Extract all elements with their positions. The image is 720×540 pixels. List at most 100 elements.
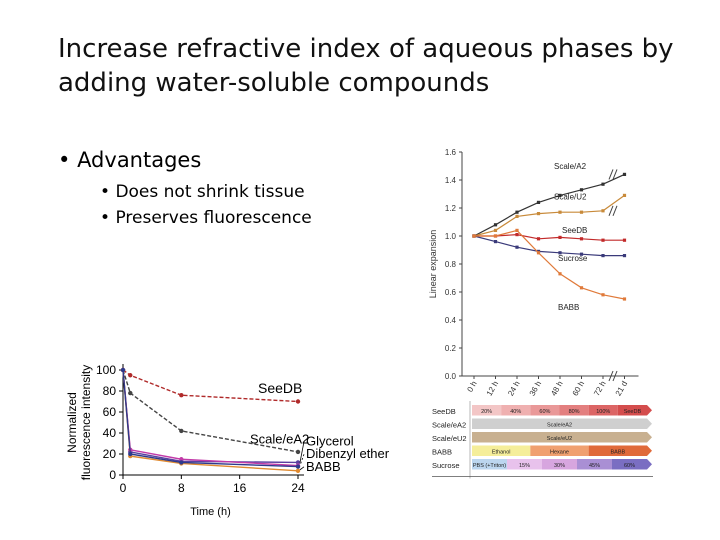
- y-tick-label: 40: [103, 426, 117, 440]
- data-point: [515, 210, 519, 214]
- series-label: Scale/eA2: [250, 432, 309, 447]
- y-axis-label-line: Normalized: [65, 392, 79, 453]
- data-point: [558, 210, 562, 214]
- data-point: [601, 182, 605, 186]
- x-tick-label: 21 d: [614, 380, 630, 398]
- x-tick-label: 16: [233, 481, 247, 495]
- series-label: Scale/A2: [554, 162, 587, 171]
- protocol-row-label: Sucrose: [432, 461, 460, 470]
- protocol-cell: [577, 459, 612, 470]
- y-tick-label: 0.6: [445, 288, 457, 297]
- expansion-chart: 0.0 0.2 0.4 0.6 0.8 1.0 1.2 1.4 1.6 Linear expans…: [428, 148, 653, 479]
- axis-break: [608, 169, 614, 180]
- x-tick-label: 36 h: [528, 380, 544, 398]
- data-point: [295, 460, 301, 465]
- protocol-cell: [472, 418, 647, 429]
- protocol-cell-label: 60%: [624, 463, 635, 469]
- protocol-cell: [472, 459, 507, 470]
- protocol-arrow: [647, 432, 652, 443]
- data-point: [558, 235, 562, 239]
- y-tick-label: 1.6: [445, 148, 457, 157]
- data-point: [536, 200, 541, 204]
- protocol-cell-label: BABB: [610, 449, 625, 455]
- series-label: BABB: [558, 303, 579, 312]
- data-point: [622, 172, 627, 176]
- data-point: [128, 373, 133, 378]
- subbullet-item: • Preserves fluorescence: [100, 208, 312, 228]
- x-axis-label: Time (h): [190, 506, 231, 518]
- x-tick-label: 8: [178, 481, 185, 495]
- data-point: [622, 254, 627, 258]
- data-point: [622, 297, 627, 301]
- data-point: [295, 399, 301, 404]
- axis-break: [612, 205, 618, 216]
- data-point: [601, 254, 605, 258]
- series-label: Scale/U2: [554, 193, 587, 202]
- protocol-cell-label: Hexane: [550, 449, 569, 455]
- data-point: [601, 238, 605, 242]
- protocol-cell-label: 30%: [554, 463, 565, 469]
- data-point: [601, 209, 605, 213]
- data-point: [493, 223, 498, 227]
- y-axis-label: Normalizedfluorescence intensity: [65, 365, 93, 480]
- leader-line: [299, 466, 305, 471]
- data-point: [179, 457, 184, 462]
- protocol-cell: [588, 445, 647, 456]
- data-point: [472, 234, 476, 238]
- protocol-cell-label: 100%: [596, 409, 610, 415]
- protocol-cell: [530, 405, 560, 416]
- data-point: [536, 212, 541, 216]
- protocol-cell: [472, 432, 647, 443]
- protocol-row-label: SeeDB: [432, 407, 456, 416]
- protocol-row-label: Scale/eU2: [432, 434, 467, 443]
- data-point: [622, 238, 627, 242]
- data-point: [579, 237, 584, 241]
- protocol-cell: [472, 445, 531, 456]
- series-label: SeeDB: [562, 226, 587, 235]
- bullet-item: • Advantages: [58, 148, 202, 172]
- y-tick-label: 100: [96, 363, 116, 377]
- series-line: [474, 233, 625, 241]
- protocol-cell-label: 60%: [539, 409, 550, 415]
- subbullet-text: Does not shrink tissue: [115, 182, 305, 202]
- y-tick-label: 1.4: [445, 176, 457, 185]
- series-label: Dibenzyl ether: [306, 446, 390, 461]
- y-axis-label-line: fluorescence intensity: [79, 365, 93, 480]
- protocol-row-label: BABB: [432, 448, 452, 457]
- y-tick-label: 80: [103, 384, 117, 398]
- x-tick-label: 0 h: [465, 380, 478, 394]
- series-line: [473, 235, 625, 257]
- protocol-cell-label: 15%: [519, 463, 530, 469]
- x-tick-label: 24: [291, 481, 305, 495]
- protocol-cell-label: Ethanol: [492, 449, 511, 455]
- fluorescence-chart: 0 20 40 60 80 100 0 8 16 24 Time (h) Normalizedfluo…: [65, 363, 390, 518]
- series-line: [474, 229, 625, 300]
- axis-break: [608, 205, 614, 216]
- protocol-row-label: Scale/eA2: [432, 421, 466, 430]
- series-line: [473, 173, 625, 237]
- x-tick-label: 12 h: [485, 380, 501, 398]
- axis-break: [612, 169, 618, 180]
- y-tick-label: 0: [109, 468, 116, 482]
- protocol-cell: [588, 405, 618, 416]
- bullet-list: • Advantages • Does not shrink tissue • …: [58, 148, 312, 234]
- protocol-arrow: [647, 445, 652, 456]
- data-point: [558, 251, 562, 255]
- series-line: [122, 369, 299, 468]
- protocol-cell: [542, 459, 577, 470]
- y-axis-label: Linear expansion: [428, 230, 438, 299]
- data-point: [493, 234, 498, 238]
- subbullet-item: • Does not shrink tissue: [100, 182, 305, 202]
- data-point: [179, 393, 184, 398]
- y-tick-label: 0.0: [445, 372, 457, 381]
- protocol-cell: [507, 459, 542, 470]
- protocol-cell: [472, 405, 502, 416]
- data-point: [128, 390, 133, 396]
- data-point: [515, 214, 519, 218]
- bullet-text: Advantages: [77, 148, 202, 172]
- protocol-cell-label: Scale/eU2: [547, 436, 572, 442]
- data-point: [515, 233, 519, 237]
- data-point: [558, 272, 562, 276]
- y-tick-label: 60: [103, 405, 117, 419]
- data-point: [515, 245, 519, 249]
